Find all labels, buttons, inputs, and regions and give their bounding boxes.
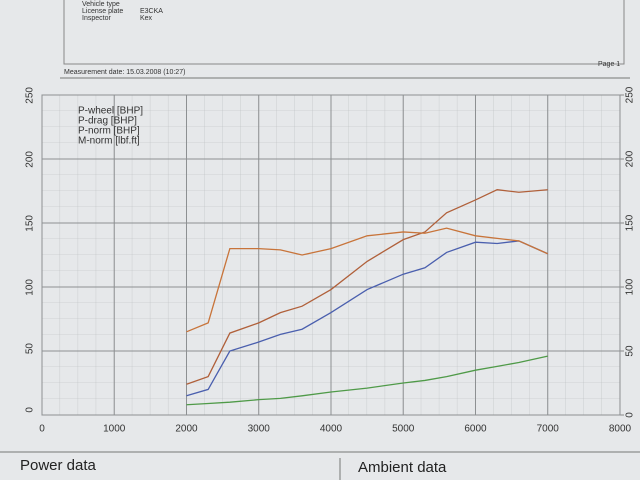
- header-box: [63, 0, 625, 65]
- y-tick-label: 50: [25, 343, 36, 355]
- x-tick-label: 1000: [103, 424, 126, 435]
- series-line: [186, 355, 548, 406]
- y-tick-label: 150: [25, 215, 36, 232]
- section-title: Power data: [20, 457, 97, 474]
- series-line: [186, 189, 548, 385]
- x-tick-label: 3000: [248, 424, 271, 435]
- y2-tick-label: 50: [625, 345, 636, 357]
- field-label: Inspector: [82, 15, 111, 22]
- x-tick-label: 0: [39, 424, 45, 435]
- field-value: Kex: [140, 15, 153, 22]
- y-tick-label: 0: [25, 407, 36, 413]
- y-tick-label: 100: [25, 279, 36, 296]
- y2-tick-label: 100: [625, 278, 636, 295]
- legend-entry: P-wheel [BHP]: [78, 106, 143, 117]
- legend-entry: P-norm [BHP]: [78, 126, 140, 137]
- x-tick-label: 2000: [175, 424, 198, 435]
- y2-tick-label: 200: [625, 150, 636, 167]
- series-line: [186, 227, 549, 333]
- x-tick-label: 7000: [537, 424, 560, 435]
- x-tick-label: 8000: [609, 424, 632, 435]
- field-label: Vehicle type: [82, 1, 120, 8]
- legend-entry: P-drag [BHP]: [78, 116, 137, 127]
- field-label: License plate: [82, 8, 123, 15]
- field-value: E3CKA: [140, 8, 163, 15]
- y2-tick-label: 0: [625, 412, 636, 418]
- x-tick-label: 6000: [464, 424, 487, 435]
- measurement-date: Measurement date: 15.03.2008 (10:27): [64, 69, 185, 76]
- x-tick-label: 5000: [392, 424, 415, 435]
- x-tick-label: 4000: [320, 424, 343, 435]
- y-tick-label: 200: [25, 151, 36, 168]
- legend-entry: M-norm [lbf.ft]: [78, 136, 140, 147]
- y2-tick-label: 150: [625, 214, 636, 231]
- page-number: Page 1: [598, 61, 620, 68]
- series-line: [186, 240, 549, 397]
- y-tick-label: 250: [25, 87, 36, 104]
- y2-tick-label: 250: [625, 86, 636, 103]
- section-title: Ambient data: [358, 459, 447, 476]
